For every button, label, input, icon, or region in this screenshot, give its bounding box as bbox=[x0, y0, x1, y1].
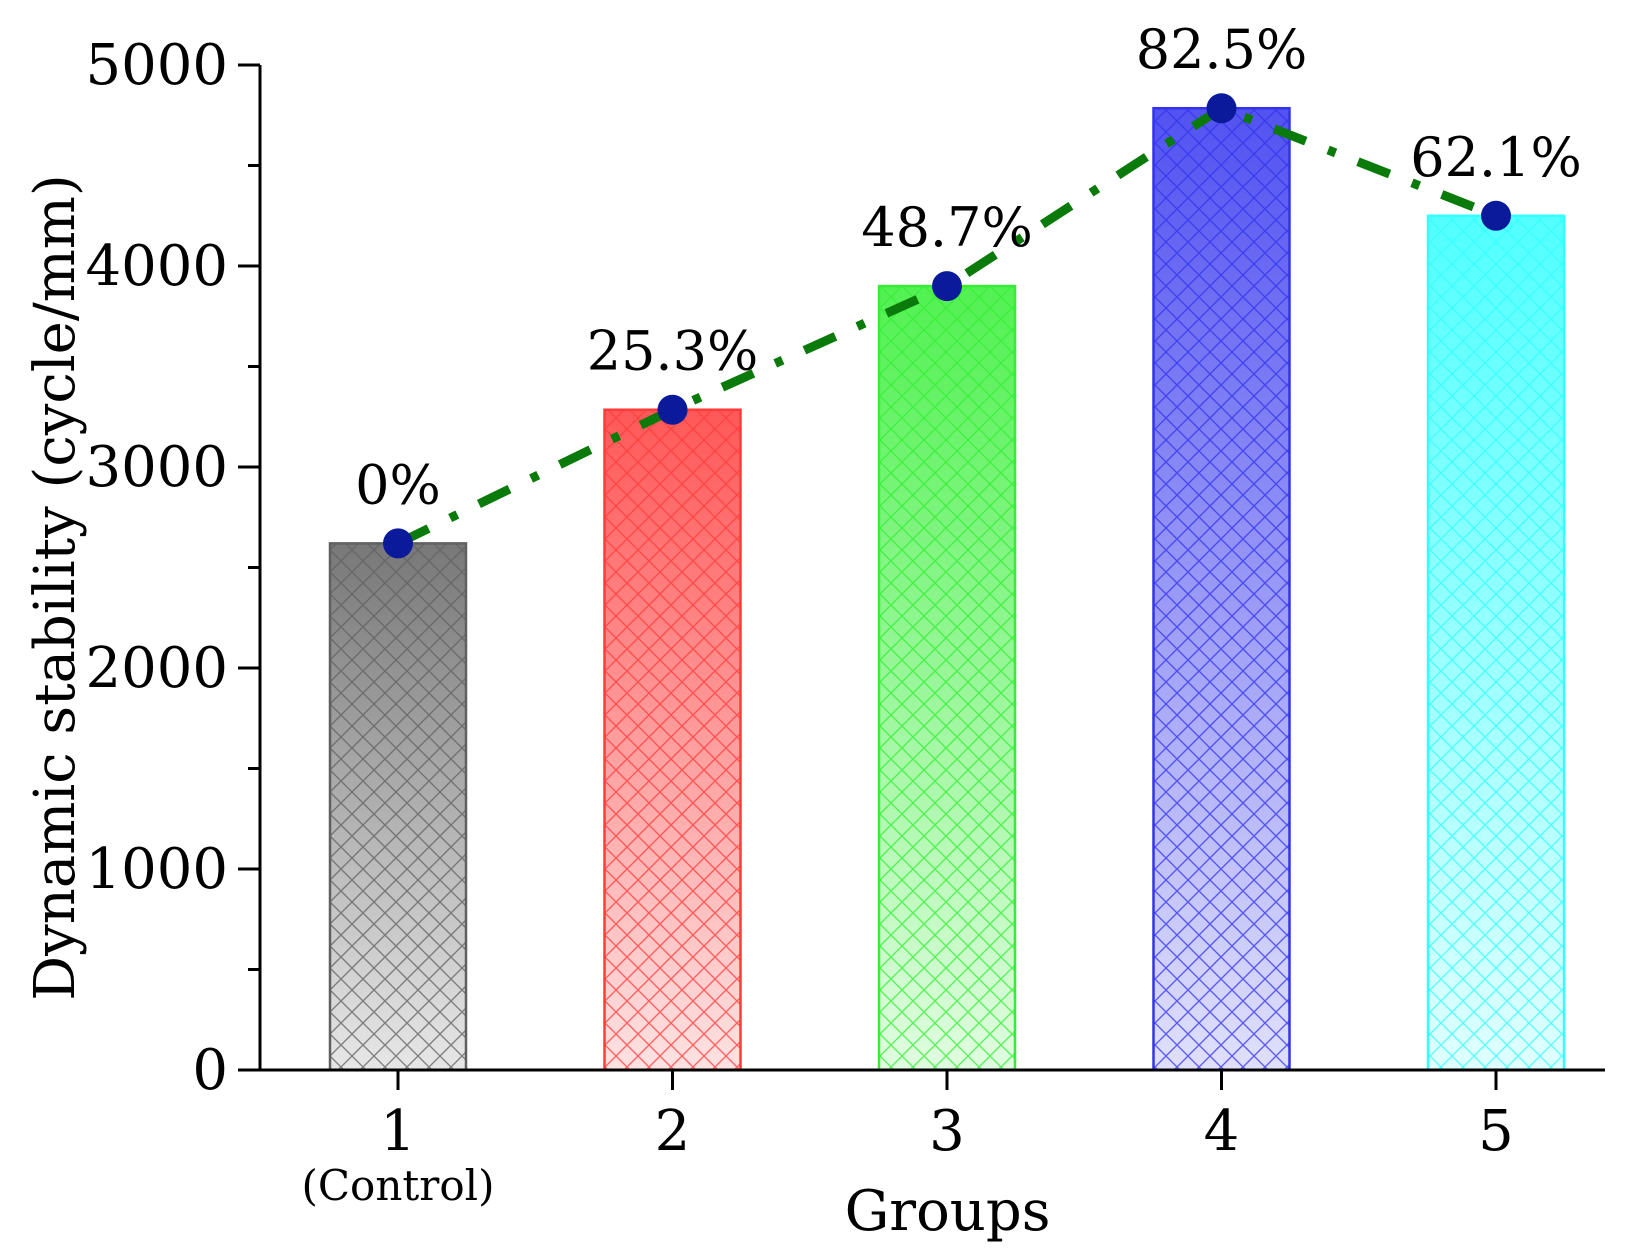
trend-line bbox=[396, 103, 1498, 548]
trend-marker-4 bbox=[1206, 93, 1237, 124]
x-axis-title: Groups bbox=[845, 1179, 1051, 1244]
axes-layer: 0 1000 2000 3000 4000 5000 1(Control) 2 3 4 5 Group… bbox=[23, 33, 1605, 1244]
x-tick-label: 3 bbox=[929, 1099, 965, 1164]
trend-marker-3 bbox=[932, 271, 962, 302]
x-tick-label: 1 bbox=[380, 1099, 416, 1164]
y-tick-label: 3000 bbox=[85, 435, 228, 500]
percent-label: 0% bbox=[355, 453, 441, 516]
trend-marker-1 bbox=[383, 528, 413, 559]
labels-layer: 0% 25.3% 48.7% 82.5% 62.1% bbox=[355, 18, 1582, 516]
percent-label: 25.3% bbox=[587, 320, 759, 383]
percent-label: 62.1% bbox=[1410, 126, 1582, 189]
bar-hatch-5 bbox=[1426, 214, 1566, 1072]
x-tick-label: 4 bbox=[1204, 1099, 1240, 1164]
bar-hatch-3 bbox=[877, 284, 1017, 1072]
x-tick-label: 2 bbox=[655, 1099, 691, 1164]
y-tick-label: 0 bbox=[192, 1038, 228, 1103]
trend-marker-2 bbox=[657, 394, 688, 425]
y-tick-label: 5000 bbox=[85, 33, 228, 98]
bars-layer bbox=[328, 106, 1566, 1072]
y-tick-label: 1000 bbox=[85, 837, 228, 902]
percent-label: 82.5% bbox=[1136, 18, 1308, 81]
bar-hatch-1 bbox=[328, 542, 468, 1072]
y-tick-label: 4000 bbox=[85, 234, 228, 299]
percent-label: 48.7% bbox=[861, 196, 1033, 259]
x-tick-sublabel: (Control) bbox=[302, 1161, 495, 1210]
y-tick-label: 2000 bbox=[85, 636, 228, 701]
bar-hatch-4 bbox=[1152, 106, 1291, 1072]
x-tick-label: 5 bbox=[1478, 1099, 1514, 1164]
bar-hatch-2 bbox=[603, 408, 742, 1072]
trend-line-layer bbox=[383, 93, 1511, 559]
trend-marker-5 bbox=[1481, 200, 1511, 231]
y-axis-title: Dynamic stability (cycle/mm) bbox=[23, 174, 88, 1001]
